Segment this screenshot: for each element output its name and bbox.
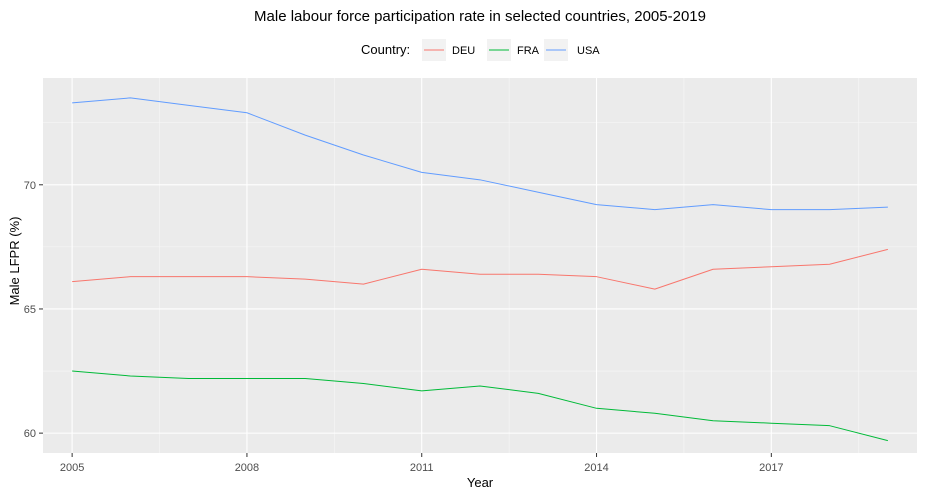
legend-label-fra: FRA: [517, 45, 540, 57]
x-tick-label: 2005: [60, 462, 84, 474]
y-tick-label: 65: [24, 304, 36, 316]
y-axis-title: Male LFPR (%): [7, 217, 22, 306]
y-axis: 60 65 70: [24, 180, 43, 440]
legend-item-usa[interactable]: USA: [544, 39, 600, 61]
legend-label-deu: DEU: [452, 45, 475, 57]
legend-label-usa: USA: [577, 45, 600, 57]
series-line-fra: [72, 370, 888, 442]
major-gridlines: [43, 78, 917, 453]
series-line-usa: [72, 97, 888, 211]
x-tick-label: 2014: [584, 462, 608, 474]
legend-item-deu[interactable]: DEU: [422, 39, 475, 61]
x-tick-label: 2008: [235, 462, 259, 474]
plot-panel: [43, 78, 917, 453]
legend-item-fra[interactable]: FRA: [487, 39, 540, 61]
x-tick-label: 2017: [759, 462, 783, 474]
series-line-deu: [72, 248, 888, 290]
series-lines: [72, 97, 888, 442]
legend: Country: DEU FRA USA: [361, 39, 600, 61]
x-axis: 2005 2008 2011 2014 2017: [60, 453, 784, 474]
x-tick-label: 2011: [410, 462, 434, 474]
x-axis-title: Year: [467, 475, 494, 490]
chart-title: Male labour force participation rate in …: [254, 8, 706, 25]
y-tick-label: 70: [24, 180, 36, 192]
y-tick-label: 60: [24, 428, 36, 440]
legend-title: Country:: [361, 42, 410, 57]
